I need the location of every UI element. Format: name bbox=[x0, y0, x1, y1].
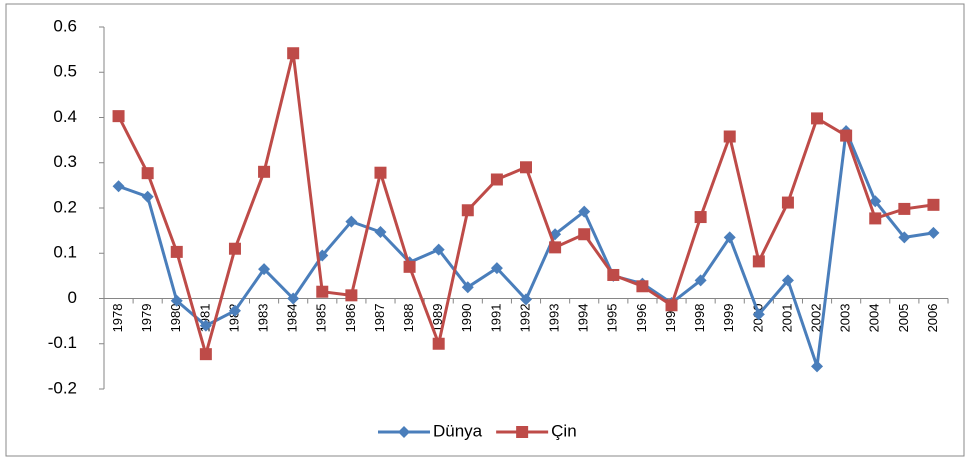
point bbox=[432, 337, 445, 350]
x-tick-label: 1980 bbox=[168, 304, 183, 333]
point bbox=[374, 225, 387, 238]
x-tick-label: 1995 bbox=[605, 304, 620, 333]
x-tick-label: 2002 bbox=[808, 304, 823, 333]
point bbox=[258, 165, 271, 178]
point bbox=[869, 195, 882, 208]
point bbox=[578, 228, 591, 241]
point bbox=[141, 190, 154, 203]
point bbox=[490, 262, 503, 275]
x-tick-label: 1986 bbox=[343, 304, 358, 333]
point bbox=[636, 280, 649, 293]
x-tick-label: 1978 bbox=[110, 304, 125, 333]
y-tick-label: 0.5 bbox=[53, 62, 77, 81]
point bbox=[811, 360, 824, 373]
x-tick-label: 1985 bbox=[314, 304, 329, 333]
point bbox=[927, 226, 940, 239]
point bbox=[549, 241, 562, 254]
point bbox=[898, 202, 911, 215]
legend-marker bbox=[398, 426, 410, 438]
x-tick-label: 1994 bbox=[576, 304, 591, 333]
x-tick-label: 2004 bbox=[867, 304, 882, 333]
point bbox=[520, 293, 532, 306]
point bbox=[869, 212, 882, 225]
point bbox=[112, 110, 125, 123]
point bbox=[578, 205, 591, 218]
point bbox=[723, 231, 736, 244]
point bbox=[199, 319, 212, 332]
point bbox=[461, 281, 474, 294]
point bbox=[228, 304, 241, 317]
legend-label: Çin bbox=[551, 421, 577, 440]
x-tick-label: 1993 bbox=[547, 304, 562, 333]
point bbox=[403, 260, 416, 273]
point bbox=[694, 211, 707, 224]
point bbox=[461, 204, 474, 217]
x-tick-label: 1992 bbox=[517, 304, 532, 333]
point bbox=[112, 180, 125, 193]
point bbox=[781, 274, 794, 287]
x-tick-label: 2005 bbox=[896, 304, 911, 333]
point bbox=[752, 308, 765, 321]
point bbox=[607, 268, 620, 281]
point bbox=[345, 215, 358, 228]
point bbox=[490, 173, 503, 186]
point bbox=[927, 198, 940, 211]
x-tick-label: 1984 bbox=[285, 304, 300, 333]
point bbox=[374, 166, 387, 179]
x-tick-label: 1991 bbox=[488, 304, 503, 333]
legend-label: Dünya bbox=[433, 421, 483, 440]
point bbox=[752, 255, 765, 268]
y-tick-label: -0.2 bbox=[48, 378, 77, 397]
x-tick-label: 2003 bbox=[838, 304, 853, 333]
point bbox=[170, 294, 183, 307]
point bbox=[287, 47, 300, 60]
point bbox=[723, 130, 736, 143]
point bbox=[694, 274, 707, 287]
x-tick-label: 1999 bbox=[721, 304, 736, 333]
x-tick-label: 1979 bbox=[139, 304, 154, 333]
point bbox=[520, 161, 532, 174]
chart-frame bbox=[5, 3, 965, 457]
y-tick-label: 0.4 bbox=[53, 107, 77, 126]
y-tick-label: 0 bbox=[68, 288, 77, 307]
y-tick-label: 0.6 bbox=[53, 16, 77, 35]
point bbox=[287, 292, 300, 305]
x-tick-label: 2001 bbox=[779, 304, 794, 333]
point bbox=[199, 348, 212, 361]
point bbox=[258, 263, 271, 276]
point bbox=[781, 196, 794, 209]
y-tick-label: 0.3 bbox=[53, 152, 77, 171]
x-tick-label: 1988 bbox=[401, 304, 416, 333]
y-tick-label: -0.1 bbox=[48, 333, 77, 352]
point bbox=[228, 242, 241, 255]
x-tick-label: 1987 bbox=[372, 304, 387, 333]
point bbox=[316, 249, 329, 262]
point bbox=[840, 129, 853, 142]
point bbox=[432, 243, 445, 256]
x-tick-label: 1998 bbox=[692, 304, 707, 333]
x-tick-label: 1990 bbox=[459, 304, 474, 333]
y-tick-label: 0.2 bbox=[53, 197, 77, 216]
point bbox=[170, 245, 183, 258]
point bbox=[665, 299, 678, 312]
legend-marker bbox=[516, 426, 529, 438]
point bbox=[141, 167, 154, 180]
point bbox=[811, 112, 824, 125]
point bbox=[898, 231, 911, 244]
x-tick-label: 1996 bbox=[634, 304, 649, 333]
y-tick-label: 0.1 bbox=[53, 243, 77, 262]
point bbox=[345, 289, 358, 302]
x-tick-label: 1983 bbox=[256, 304, 271, 333]
point bbox=[316, 285, 329, 298]
x-tick-label: 2006 bbox=[925, 304, 940, 333]
